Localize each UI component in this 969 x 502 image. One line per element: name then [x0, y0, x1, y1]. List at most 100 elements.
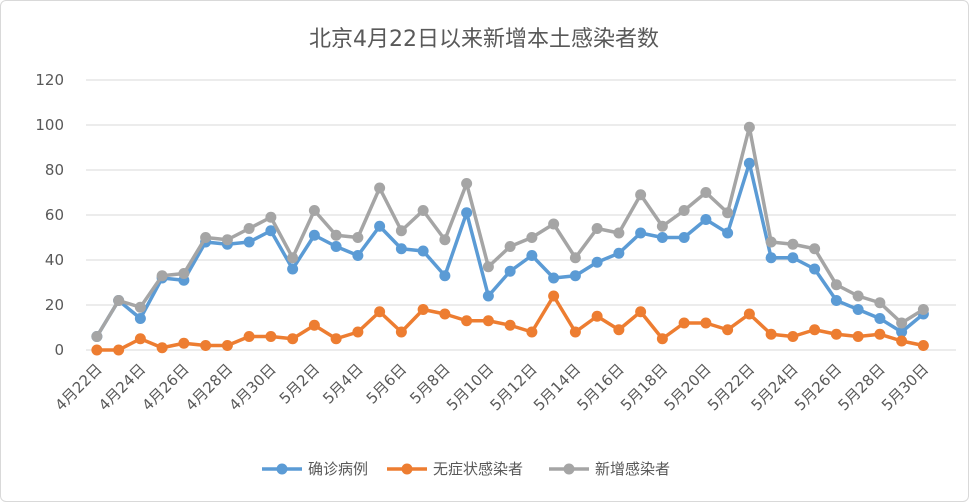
legend-label: 新增感染者 [595, 460, 670, 478]
data-point [395, 243, 407, 255]
data-point [221, 340, 233, 351]
data-point [243, 223, 255, 234]
data-point [722, 324, 734, 336]
data-point [613, 227, 625, 239]
x-tick-label: 5月28日 [835, 360, 889, 414]
x-tick-label: 4月22日 [52, 360, 106, 414]
data-point [548, 272, 560, 284]
x-tick-label: 5月14日 [530, 360, 584, 414]
data-point [700, 187, 712, 198]
data-point [678, 205, 690, 216]
data-point [569, 326, 581, 338]
data-point [352, 250, 364, 261]
legend-marker [563, 463, 575, 475]
data-point [287, 333, 299, 345]
data-point [265, 211, 277, 223]
legend-label: 确诊病例 [308, 460, 368, 478]
data-point [743, 157, 755, 169]
series-2 [91, 290, 929, 356]
data-point [569, 252, 581, 264]
data-point [243, 236, 255, 248]
data-point [504, 265, 516, 277]
data-point [439, 234, 451, 246]
data-point [178, 268, 190, 279]
data-point [482, 290, 494, 302]
data-point [287, 252, 299, 264]
data-point [548, 218, 560, 230]
y-tick-label: 100 [35, 116, 64, 134]
data-point [787, 252, 799, 264]
data-point [787, 331, 799, 342]
x-axis: 4月22日4月24日4月26日4月28日4月30日5月2日5月4日5月6日5月8… [52, 360, 933, 414]
y-tick-label: 20 [45, 296, 64, 314]
grid-lines [86, 79, 956, 351]
data-point [765, 252, 777, 264]
data-point [504, 319, 516, 331]
x-tick-label: 5月6日 [363, 360, 410, 407]
data-point [330, 333, 342, 345]
data-point [374, 220, 386, 232]
legend: 确诊病例 无症状感染者 新增感染者 [262, 460, 670, 478]
y-tick-label: 60 [45, 206, 64, 224]
data-point [308, 205, 320, 216]
legend-marker [276, 463, 288, 475]
legend-item: 确诊病例 [262, 460, 368, 478]
x-tick-label: 5月26日 [791, 360, 845, 414]
data-point [200, 340, 212, 351]
data-point [482, 261, 494, 273]
data-point [591, 310, 603, 322]
data-point [635, 189, 647, 201]
data-point [134, 301, 146, 313]
y-tick-label: 40 [45, 251, 64, 269]
data-point [569, 270, 581, 282]
data-point [221, 234, 233, 246]
data-point [722, 207, 734, 219]
data-point [656, 333, 668, 345]
data-point [722, 227, 734, 239]
data-point [613, 324, 625, 336]
data-point [265, 331, 277, 342]
data-point [156, 270, 168, 282]
legend-marker [401, 463, 413, 475]
data-point [678, 232, 690, 243]
data-point [308, 319, 320, 331]
x-tick-label: 5月18日 [617, 360, 671, 414]
x-tick-label: 4月26日 [139, 360, 193, 414]
data-point [352, 326, 364, 338]
data-point [352, 232, 364, 243]
series-3 [91, 121, 929, 342]
data-point [200, 232, 212, 243]
data-point [113, 295, 125, 306]
x-tick-label: 5月4日 [319, 360, 366, 407]
x-tick-label: 5月16日 [574, 360, 628, 414]
data-point [374, 306, 386, 318]
x-tick-label: 5月12日 [487, 360, 541, 414]
data-point [417, 304, 429, 315]
data-point [439, 270, 451, 282]
data-point [395, 326, 407, 338]
data-point [743, 121, 755, 133]
data-point [330, 229, 342, 241]
y-axis: 0 20 40 60 80 100 120 [35, 71, 64, 359]
chart-title: 北京4月22日以来新增本土感染者数 [309, 27, 659, 52]
data-point [635, 306, 647, 318]
data-point [526, 250, 538, 261]
data-point [461, 315, 473, 327]
data-point [243, 331, 255, 342]
data-point [896, 326, 908, 338]
x-tick-label: 5月2日 [276, 360, 323, 407]
data-point [374, 182, 386, 194]
data-point [809, 263, 821, 275]
data-point [830, 295, 842, 306]
data-point [874, 297, 886, 309]
data-point [635, 227, 647, 239]
data-point [765, 236, 777, 248]
data-point [591, 256, 603, 268]
data-point [439, 308, 451, 320]
data-point [613, 247, 625, 259]
data-point [91, 331, 103, 342]
data-point [395, 225, 407, 237]
data-point [874, 328, 886, 340]
y-tick-label: 120 [35, 71, 64, 89]
